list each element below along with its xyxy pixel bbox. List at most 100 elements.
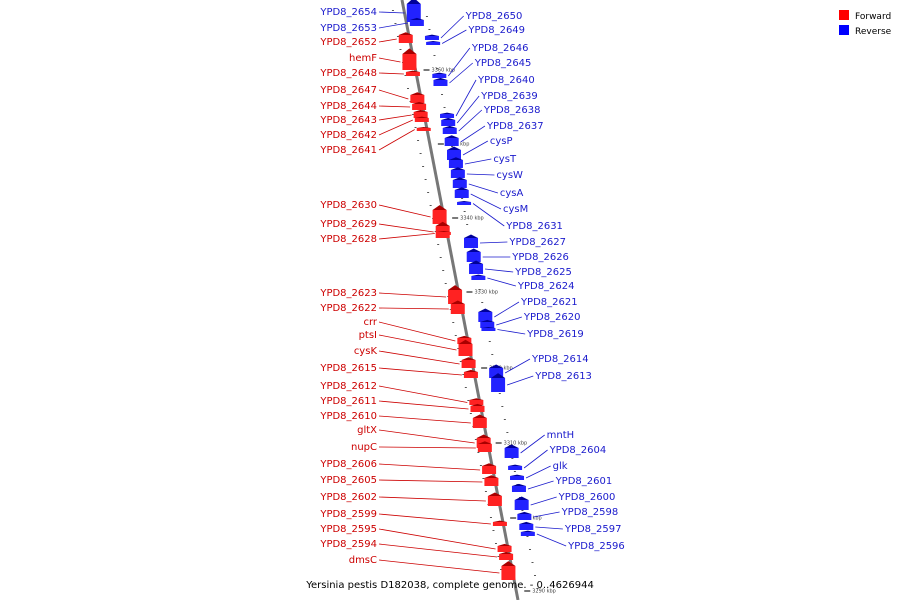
gene-glyph[interactable] [458, 339, 473, 356]
gene-label-ypd8-2639[interactable]: YPD8_2639 [480, 91, 538, 102]
gene-label-crr[interactable]: crr [363, 317, 377, 328]
gene-label-ypd8-2637[interactable]: YPD8_2637 [486, 121, 544, 132]
gene-label-dmsc[interactable]: dmsC [349, 555, 377, 566]
gene-glyph[interactable] [517, 511, 532, 520]
gene-label-ypd8-2650[interactable]: YPD8_2650 [465, 11, 523, 22]
gene-glyph[interactable] [457, 200, 472, 205]
gene-label-ypd8-2598[interactable]: YPD8_2598 [561, 507, 619, 518]
gene-glyph[interactable] [470, 403, 485, 412]
gene-glyph[interactable] [478, 308, 493, 323]
gene-glyph[interactable] [469, 398, 484, 405]
gene-label-ypd8-2601[interactable]: YPD8_2601 [555, 476, 613, 487]
gene-label-ypd8-2613[interactable]: YPD8_2613 [534, 371, 592, 382]
gene-label-ypd8-2644[interactable]: YPD8_2644 [319, 101, 377, 112]
gene-glyph[interactable] [466, 248, 481, 263]
gene-glyph[interactable] [519, 521, 534, 530]
gene-label-ypd8-2629[interactable]: YPD8_2629 [319, 219, 377, 230]
gene-glyph[interactable] [480, 319, 495, 328]
gene-label-ypd8-2624[interactable]: YPD8_2624 [517, 281, 575, 292]
gene-label-ptsi[interactable]: ptsI [359, 330, 377, 341]
gene-glyph[interactable] [410, 92, 425, 103]
gene-glyph[interactable] [402, 48, 417, 70]
gene-glyph[interactable] [432, 72, 447, 78]
gene-label-ypd8-2599[interactable]: YPD8_2599 [319, 509, 377, 520]
gene-glyph[interactable] [471, 274, 486, 280]
gene-glyph[interactable] [482, 463, 497, 474]
gene-glyph[interactable] [477, 441, 492, 452]
gene-label-ypd8-2652[interactable]: YPD8_2652 [319, 37, 377, 48]
gene-label-ypd8-2622[interactable]: YPD8_2622 [319, 303, 377, 314]
gene-label-ypd8-2645[interactable]: YPD8_2645 [474, 58, 532, 69]
gene-glyph[interactable] [510, 474, 525, 480]
gene-label-ypd8-2643[interactable]: YPD8_2643 [319, 115, 377, 126]
gene-glyph[interactable] [398, 32, 413, 43]
gene-label-ypd8-2615[interactable]: YPD8_2615 [319, 363, 377, 374]
gene-label-ypd8-2621[interactable]: YPD8_2621 [520, 297, 578, 308]
gene-glyph[interactable] [406, 0, 421, 22]
gene-glyph[interactable] [469, 260, 484, 275]
gene-glyph[interactable] [464, 234, 479, 249]
gene-label-cysw[interactable]: cysW [496, 170, 523, 181]
gene-glyph[interactable] [441, 117, 456, 126]
gene-label-ypd8-2638[interactable]: YPD8_2638 [483, 105, 541, 116]
gene-label-ypd8-2647[interactable]: YPD8_2647 [319, 85, 377, 96]
gene-glyph[interactable] [426, 40, 441, 45]
gene-label-ypd8-2611[interactable]: YPD8_2611 [319, 396, 377, 407]
gene-glyph[interactable] [452, 177, 467, 188]
gene-label-ypd8-2625[interactable]: YPD8_2625 [514, 267, 572, 278]
gene-glyph[interactable] [448, 157, 463, 168]
gene-label-ypd8-2648[interactable]: YPD8_2648 [319, 68, 377, 79]
gene-glyph[interactable] [497, 543, 512, 552]
gene-glyph[interactable] [414, 116, 429, 122]
gene-label-cysa[interactable]: cysA [500, 188, 524, 199]
gene-glyph[interactable] [413, 109, 428, 118]
gene-glyph[interactable] [481, 326, 496, 331]
gene-label-cyst[interactable]: cysT [493, 154, 517, 165]
gene-label-ypd8-2641[interactable]: YPD8_2641 [319, 145, 377, 156]
gene-label-mnth[interactable]: mntH [547, 430, 575, 441]
gene-label-ypd8-2606[interactable]: YPD8_2606 [319, 459, 377, 470]
gene-label-ypd8-2623[interactable]: YPD8_2623 [319, 288, 377, 299]
gene-glyph[interactable] [489, 364, 504, 379]
gene-label-ypd8-2594[interactable]: YPD8_2594 [319, 539, 377, 550]
gene-label-cysk[interactable]: cysK [354, 346, 378, 357]
gene-glyph[interactable] [409, 17, 424, 26]
gene-label-ypd8-2640[interactable]: YPD8_2640 [477, 75, 535, 86]
gene-glyph[interactable] [450, 300, 465, 315]
gene-label-ypd8-2600[interactable]: YPD8_2600 [558, 492, 616, 503]
gene-glyph[interactable] [435, 221, 450, 238]
gene-label-ypd8-2628[interactable]: YPD8_2628 [319, 234, 377, 245]
gene-glyph[interactable] [432, 205, 447, 224]
gene-glyph[interactable] [491, 373, 506, 392]
gene-label-ypd8-2596[interactable]: YPD8_2596 [567, 541, 625, 552]
gene-glyph[interactable] [492, 520, 507, 526]
gene-label-nupc[interactable]: nupC [351, 442, 377, 453]
gene-glyph[interactable] [440, 112, 455, 118]
gene-label-cysm[interactable]: cysM [503, 204, 528, 215]
gene-label-ypd8-2610[interactable]: YPD8_2610 [319, 411, 377, 422]
gene-glyph[interactable] [508, 464, 523, 470]
gene-label-ypd8-2646[interactable]: YPD8_2646 [471, 43, 529, 54]
gene-label-cysp[interactable]: cysP [490, 136, 513, 147]
gene-label-ypd8-2649[interactable]: YPD8_2649 [467, 25, 525, 36]
gene-glyph[interactable] [416, 126, 431, 131]
gene-label-ypd8-2602[interactable]: YPD8_2602 [319, 492, 377, 503]
gene-glyph[interactable] [499, 551, 514, 560]
gene-glyph[interactable] [520, 530, 535, 536]
gene-glyph[interactable] [504, 444, 519, 459]
gene-glyph[interactable] [484, 475, 499, 486]
gene-label-ypd8-2595[interactable]: YPD8_2595 [319, 524, 377, 535]
gene-label-ypd8-2604[interactable]: YPD8_2604 [549, 445, 607, 456]
gene-label-ypd8-2619[interactable]: YPD8_2619 [526, 329, 584, 340]
gene-glyph[interactable] [442, 125, 457, 134]
gene-glyph[interactable] [447, 146, 461, 161]
gene-glyph[interactable] [433, 77, 448, 86]
gene-glyph[interactable] [501, 561, 516, 580]
gene-label-glk[interactable]: glk [553, 461, 568, 472]
gene-glyph[interactable] [405, 70, 420, 76]
gene-glyph[interactable] [436, 230, 451, 235]
gene-label-ypd8-2631[interactable]: YPD8_2631 [505, 221, 563, 232]
gene-label-ypd8-2620[interactable]: YPD8_2620 [523, 312, 581, 323]
gene-glyph[interactable] [463, 369, 478, 378]
gene-glyph[interactable] [412, 101, 427, 110]
